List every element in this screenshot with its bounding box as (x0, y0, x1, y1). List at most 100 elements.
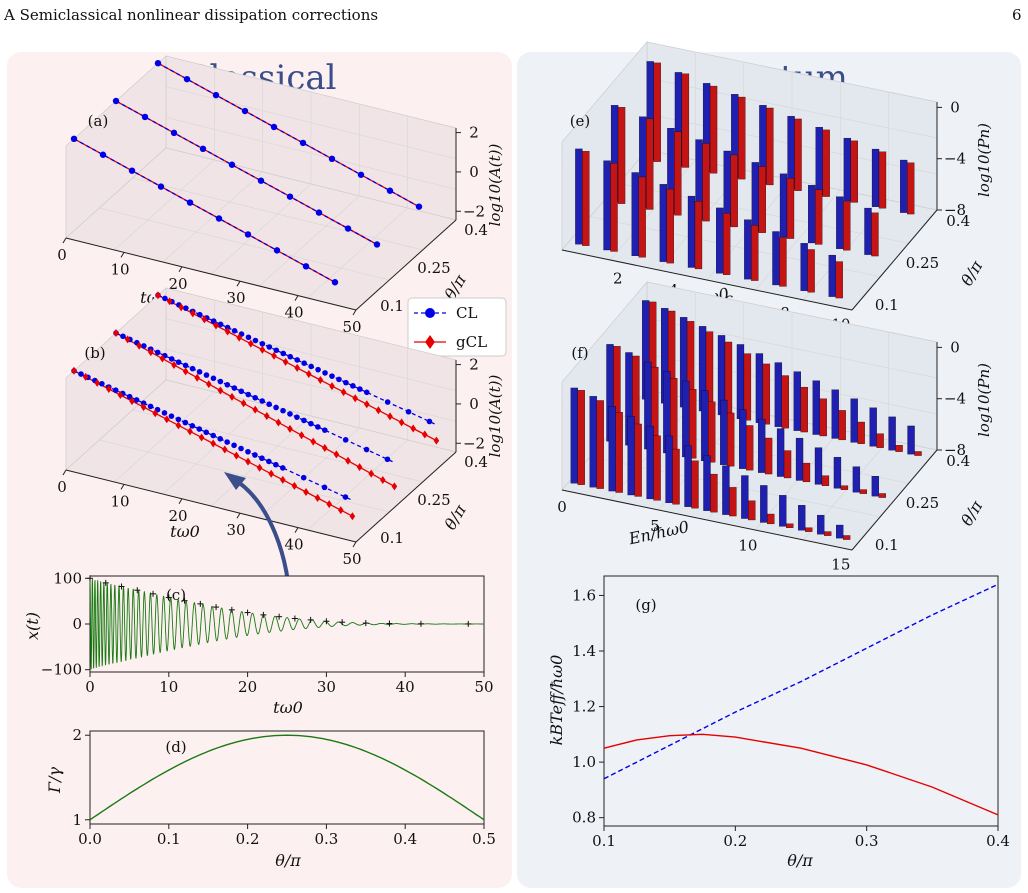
x-tick-label-f: 15 (831, 556, 850, 574)
bar-cl-e (779, 173, 788, 238)
data-point-a (302, 263, 310, 270)
x-tick-label-a: 10 (110, 260, 129, 278)
data-point-gcl-b (190, 309, 196, 318)
plot-frame-d (89, 730, 485, 825)
data-point-gcl-b (152, 409, 158, 418)
legend-marker-cl (425, 308, 435, 318)
data-point-gcl-b (298, 431, 305, 440)
data-point-a (186, 199, 194, 206)
grid-b (114, 391, 215, 483)
bar-gcl-f (767, 513, 775, 525)
data-point-gcl-b (166, 297, 173, 306)
y-tick-label-g: 1.2 (572, 698, 596, 716)
bar-cl-e (687, 195, 696, 268)
bar-gcl-e (850, 140, 858, 203)
x-tick-b (120, 484, 125, 490)
data-point-a (241, 107, 249, 115)
data-point-gcl-b (248, 339, 254, 348)
bar-cl-f (869, 407, 877, 447)
bar-gcl-f (783, 450, 792, 479)
data-point-gcl-b (194, 373, 200, 382)
bar-gcl-e (786, 177, 795, 239)
bar-cl-e (744, 219, 752, 280)
data-point-cl-b (147, 403, 154, 410)
z-tick-label-e: −8 (944, 201, 966, 219)
z-tick-label-a: −2 (463, 202, 485, 220)
legend-label-cl: CL (456, 304, 477, 322)
series-line-cl-a (73, 138, 336, 283)
grid-b (99, 439, 390, 513)
bar-gcl-e (779, 237, 787, 287)
data-point-cl-b (301, 360, 307, 366)
bar-cl-e (836, 196, 844, 249)
bar-gcl-f (842, 535, 851, 540)
data-point-cl-b (217, 321, 224, 328)
y-tick-label-g: 1.4 (572, 642, 596, 660)
bar-gcl-e (617, 107, 626, 204)
grid-a (114, 159, 215, 251)
data-point-cl-b (384, 456, 391, 463)
x-tick-label-c: 20 (238, 678, 257, 696)
data-point-a (215, 215, 223, 222)
bar-cl-e (631, 172, 639, 256)
bar-cl-f (741, 475, 749, 519)
bar-cl-f (871, 476, 880, 497)
data-point-cl-b (315, 424, 321, 430)
data-point-a (157, 183, 165, 190)
data-point-a (99, 151, 107, 158)
plot-frame-g (603, 575, 999, 827)
data-point-gcl-b (380, 475, 386, 484)
data-point-cl-b (231, 442, 237, 449)
bar-cl-e (828, 254, 836, 297)
data-point-a (183, 75, 191, 83)
panel-label-d: (d) (165, 738, 186, 756)
bar-gcl-f (857, 421, 865, 444)
data-point-cl-b (182, 362, 189, 369)
data-point-gcl-b (375, 406, 382, 415)
bar-gcl-e (638, 176, 646, 258)
bar-cl-f (589, 396, 597, 488)
bar-gcl-f (786, 523, 794, 528)
bar-gcl-e (766, 107, 774, 186)
data-point-cl-b (321, 484, 328, 491)
x-tick-label-g: 0.1 (592, 832, 616, 850)
bar-gcl-f (876, 433, 884, 448)
bar-cl-f (739, 409, 747, 469)
panel-label-f: (f) (571, 344, 588, 362)
x-tick-label-e: 2 (613, 270, 623, 288)
depth-tick-label-e: 0.1 (875, 296, 899, 314)
data-point-cl-b (300, 474, 307, 481)
x-tick-label-d: 0.0 (78, 830, 102, 848)
grid-b (162, 403, 263, 495)
z-tick-label-e: 0 (950, 98, 960, 116)
bar-cl-f (798, 505, 806, 531)
bar-cl-e (575, 148, 583, 245)
data-point-gcl-b (155, 291, 161, 300)
bar-gcl-e (674, 131, 682, 216)
data-point-cl-b (175, 416, 182, 423)
data-point-cl-b (217, 435, 223, 442)
bar-cl-e (603, 160, 611, 251)
y-tick-label-d: 1 (72, 811, 82, 829)
bar-cl-f (608, 406, 616, 492)
x-tick-label-d: 0.4 (393, 830, 417, 848)
data-point-cl-b (154, 349, 161, 356)
data-point-cl-b (350, 383, 356, 389)
y-tick-label-g: 1.6 (572, 586, 596, 604)
data-point-a (228, 161, 236, 168)
x-tick-b (352, 541, 357, 548)
bar-cl-f (850, 398, 858, 443)
x-tick-label-a: 50 (342, 318, 361, 336)
data-point-gcl-b (282, 357, 289, 366)
bar-gcl-f (672, 448, 680, 505)
depth-tick-label-a: 0.25 (417, 259, 450, 277)
bar-cl-f (722, 465, 730, 515)
x-axis-e (561, 249, 853, 311)
series-line-cl-a (115, 100, 378, 246)
data-point-gcl-b (264, 412, 270, 421)
bar-cl-e (815, 127, 823, 196)
bar-gcl-e (653, 62, 661, 162)
data-point-cl-b (238, 445, 244, 452)
data-point-gcl-b (124, 335, 131, 344)
data-point-gcl-b (317, 376, 324, 385)
